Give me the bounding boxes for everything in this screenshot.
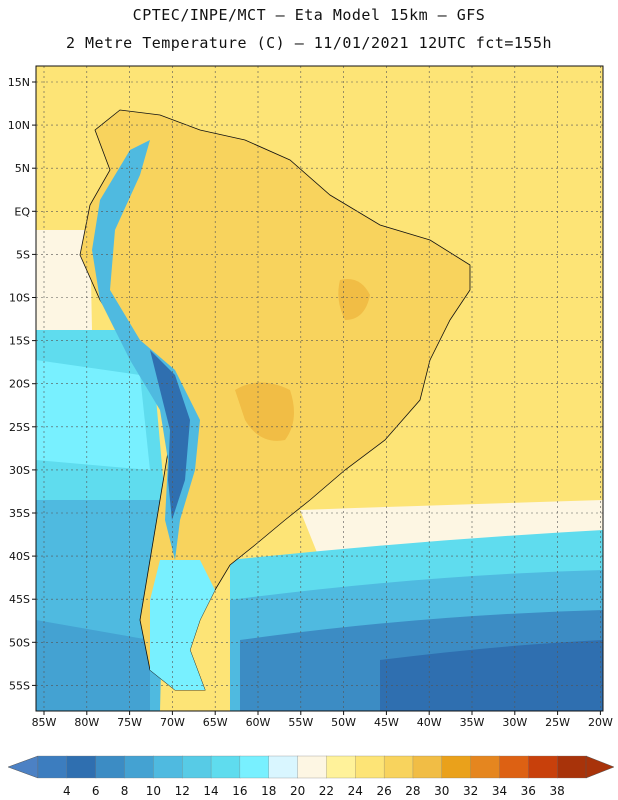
latitude-labels: 15N 10N 5N EQ 5S 10S 15S 20S 25S 30S 35S 40S 45S 50S 5… (8, 76, 36, 692)
lon-tick-label: 65W (203, 716, 228, 729)
colorbar-swatch (441, 755, 472, 779)
chart-subtitle: 2 Metre Temperature (C) – 11/01/2021 12U… (65, 34, 553, 52)
andes-coldest-band (150, 350, 190, 520)
colorbar-swatch (297, 755, 328, 779)
lat-tick-label: 50S (9, 636, 30, 649)
hot-region-paraguay (235, 382, 294, 441)
colorbar-swatch (66, 755, 97, 779)
colorbar-tick-label: 22 (318, 784, 335, 798)
lon-tick-label: 80W (74, 716, 99, 729)
colorbar-swatch (383, 755, 414, 779)
colorbar-swatch (124, 755, 155, 779)
lat-tick-label: 35S (9, 507, 30, 520)
colorbar-tick-label: 38 (549, 784, 565, 798)
colorbar (7, 755, 615, 779)
lat-tick-label: 15S (9, 335, 30, 348)
colorbar-tick-label: 4 (63, 784, 71, 798)
lon-tick-label: 85W (32, 716, 57, 729)
lat-tick-label: 45S (9, 593, 30, 606)
colorbar-swatch (499, 755, 529, 779)
lon-tick-label: 40W (417, 716, 442, 729)
colorbar-tick-label: 28 (405, 784, 421, 798)
chart-title: CPTEC/INPE/MCT – Eta Model 15km – GFS (132, 6, 486, 24)
colorbar-tick-label: 18 (261, 784, 277, 798)
colorbar-tick-label: 10 (145, 784, 161, 798)
hot-region-brazil (338, 279, 370, 320)
lon-tick-label: 20W (588, 716, 613, 729)
lat-tick-label: 5N (15, 162, 30, 175)
lat-tick-label: 25S (9, 421, 30, 434)
sea-band-deepest-east (380, 640, 603, 711)
colorbar-tick-label: 24 (347, 784, 363, 798)
lon-tick-label: 60W (246, 716, 271, 729)
lat-tick-label: 15N (8, 76, 30, 89)
colorbar-swatch (557, 755, 587, 779)
colorbar-swatch (95, 755, 126, 779)
colorbar-tick-label: 6 (91, 784, 100, 798)
lon-tick-label: 25W (545, 716, 570, 729)
sea-band-pale-west (36, 230, 92, 330)
colorbar-tick-label: 26 (376, 784, 392, 798)
colorbar-swatch (326, 755, 356, 779)
longitude-labels: 85W 80W 75W 70W 65W 60W 55W 50W 45W 40W 35W 30W 25W 2… (32, 711, 613, 729)
colorbar-swatch (37, 755, 68, 779)
colorbar-tick-label: 12 (174, 784, 190, 798)
sea-band-deep-west (36, 620, 150, 711)
lon-tick-label: 70W (160, 716, 185, 729)
lat-tick-label: 10S (9, 292, 30, 305)
lon-tick-label: 30W (502, 716, 527, 729)
lon-tick-label: 45W (374, 716, 399, 729)
colorbar-swatch (210, 755, 241, 779)
colorbar-tick-label: 32 (462, 784, 479, 798)
colorbar-tick-label: 8 (120, 784, 129, 798)
colorbar-swatch (355, 755, 385, 779)
colorbar-tick-label: 30 (434, 784, 450, 798)
lat-tick-label: 10N (8, 119, 30, 132)
colorbar-swatch (470, 755, 501, 779)
colorbar-swatch (268, 755, 299, 779)
colorbar-high-arrow (585, 755, 615, 779)
colorbar-tick-label: 34 (491, 784, 508, 798)
colorbar-tick-label: 36 (520, 784, 536, 798)
colorbar-swatch (239, 755, 270, 779)
colorbar-swatch (153, 755, 183, 779)
lon-tick-label: 55W (288, 716, 313, 729)
patagonia-cool (150, 560, 215, 690)
map-frame (35, 65, 604, 712)
lat-tick-label: 20S (9, 378, 30, 391)
lat-tick-label: 5S (16, 248, 30, 261)
colorbar-low-arrow (7, 755, 39, 779)
colorbar-tick-label: 16 (232, 784, 248, 798)
colorbar-swatch (412, 755, 443, 779)
colorbar-tick-label: 20 (289, 784, 306, 798)
sea-band-light-west (36, 360, 150, 470)
colorbar-swatch (528, 755, 558, 779)
lon-tick-label: 50W (331, 716, 356, 729)
lon-tick-label: 35W (460, 716, 485, 729)
lat-tick-label: 40S (9, 550, 30, 563)
lat-tick-label: 55S (9, 679, 30, 692)
lon-tick-label: 75W (117, 716, 142, 729)
colorbar-tick-label: 14 (203, 784, 219, 798)
colorbar-swatch (182, 755, 212, 779)
lat-tick-label: 30S (9, 464, 30, 477)
lat-tick-label: EQ (14, 205, 30, 218)
